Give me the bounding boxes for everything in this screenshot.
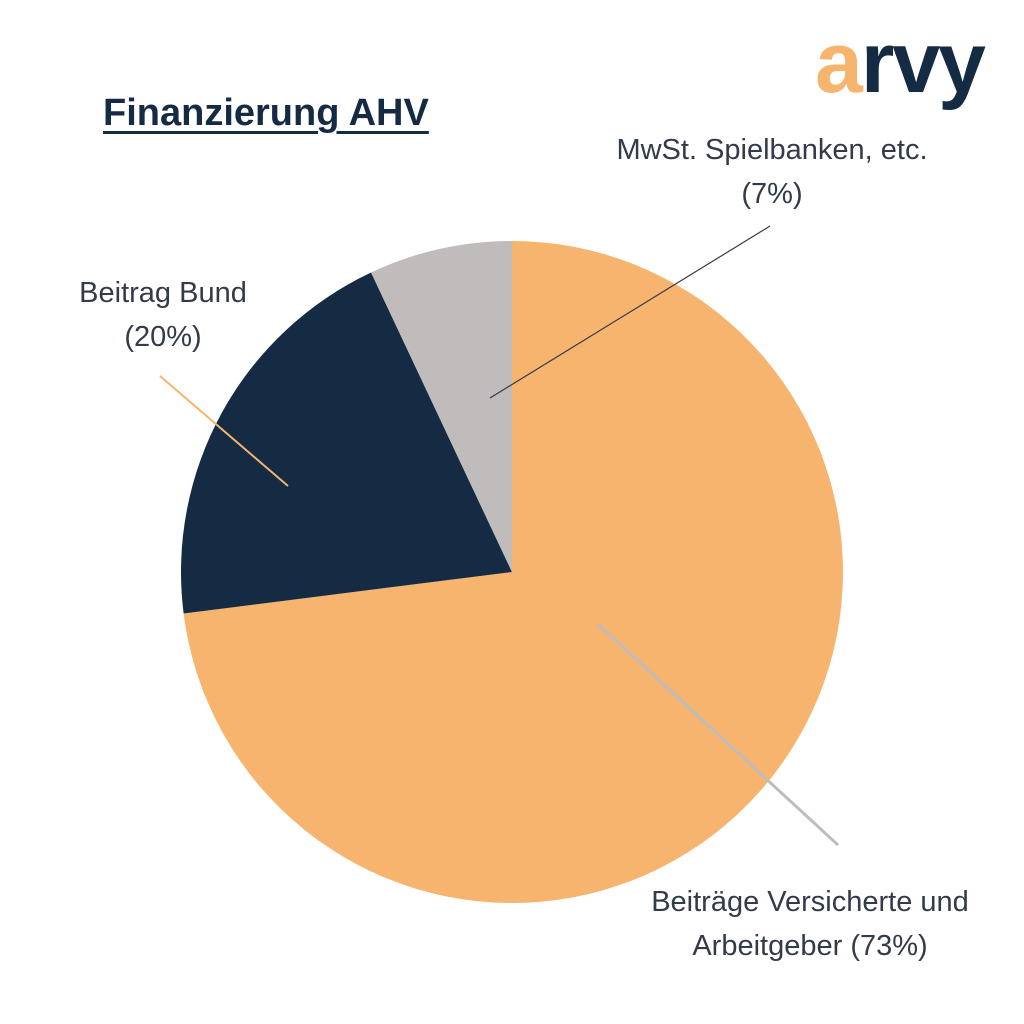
- chart-title: Finanzierung AHV: [103, 92, 429, 134]
- leader-line: [159, 375, 289, 487]
- pie: [180, 241, 843, 903]
- value-label: (7%): [741, 178, 803, 210]
- pie-slice: [180, 272, 512, 614]
- slice-label: Beiträge Versicherte und Arbeitgeber (73…: [615, 880, 1005, 968]
- leader-line: [489, 225, 771, 399]
- slice-label: Beitrag Bund (20%): [53, 271, 273, 359]
- category-label: MwSt. Spielbanken, etc.: [616, 134, 928, 166]
- logo-part: rvy: [860, 15, 986, 111]
- logo-part: a: [815, 15, 863, 111]
- value-label: (20%): [124, 321, 202, 353]
- leader-line: [596, 622, 840, 847]
- pie-slice: [183, 241, 843, 903]
- category-label: Beitrag Bund: [79, 277, 247, 309]
- slice-label: MwSt. Spielbanken, etc. (7%): [582, 128, 962, 216]
- category-label: Beiträge Versicherte und Arbeitgeber: [651, 886, 969, 962]
- logo: arvy: [815, 14, 986, 113]
- value-label: (73%): [850, 930, 928, 962]
- pie-slice: [371, 241, 512, 572]
